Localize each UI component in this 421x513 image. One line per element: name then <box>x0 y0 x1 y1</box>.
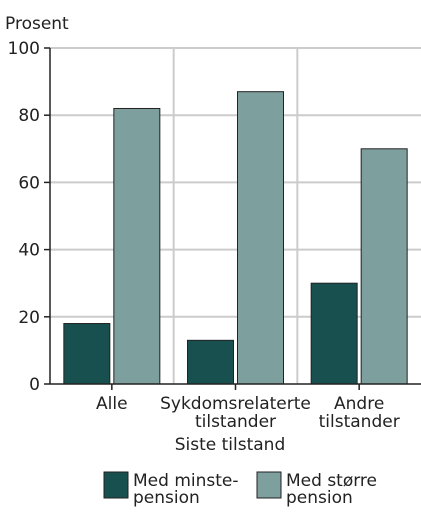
y-tick-label: 60 <box>18 173 40 193</box>
y-tick-label: 40 <box>18 241 40 261</box>
legend-swatch <box>103 471 129 499</box>
bar <box>360 148 408 385</box>
x-axis-label: Siste tilstand <box>175 435 286 455</box>
legend-label: Med minste-pension <box>133 471 239 508</box>
y-tick-label: 100 <box>8 39 40 59</box>
x-tick-label: Alle <box>96 394 128 414</box>
y-tick-label: 20 <box>18 308 40 328</box>
bar-layer <box>63 91 408 385</box>
bar <box>113 107 161 385</box>
legend-label: Med større pension <box>286 471 377 508</box>
grid-layer <box>50 47 421 384</box>
x-tick-label: Sykdomsrelaterte tilstander <box>160 394 311 432</box>
x-tick-label: Andre tilstander <box>319 394 400 432</box>
y-axis-label: Prosent <box>5 14 69 34</box>
y-tick-label: 0 <box>29 375 40 395</box>
axis-layer: 0 20 40 60 80 100 Alle Sykdomsrelaterte tilstand… <box>8 39 421 432</box>
bar <box>310 282 358 385</box>
bar <box>237 91 284 385</box>
y-tick-label: 80 <box>18 106 40 126</box>
label-layer: Prosent Siste tilstand <box>5 14 285 455</box>
bar <box>187 339 234 385</box>
bar <box>63 323 111 385</box>
legend: Med minste-pension Med større pension <box>103 471 377 508</box>
legend-swatch <box>256 471 282 499</box>
